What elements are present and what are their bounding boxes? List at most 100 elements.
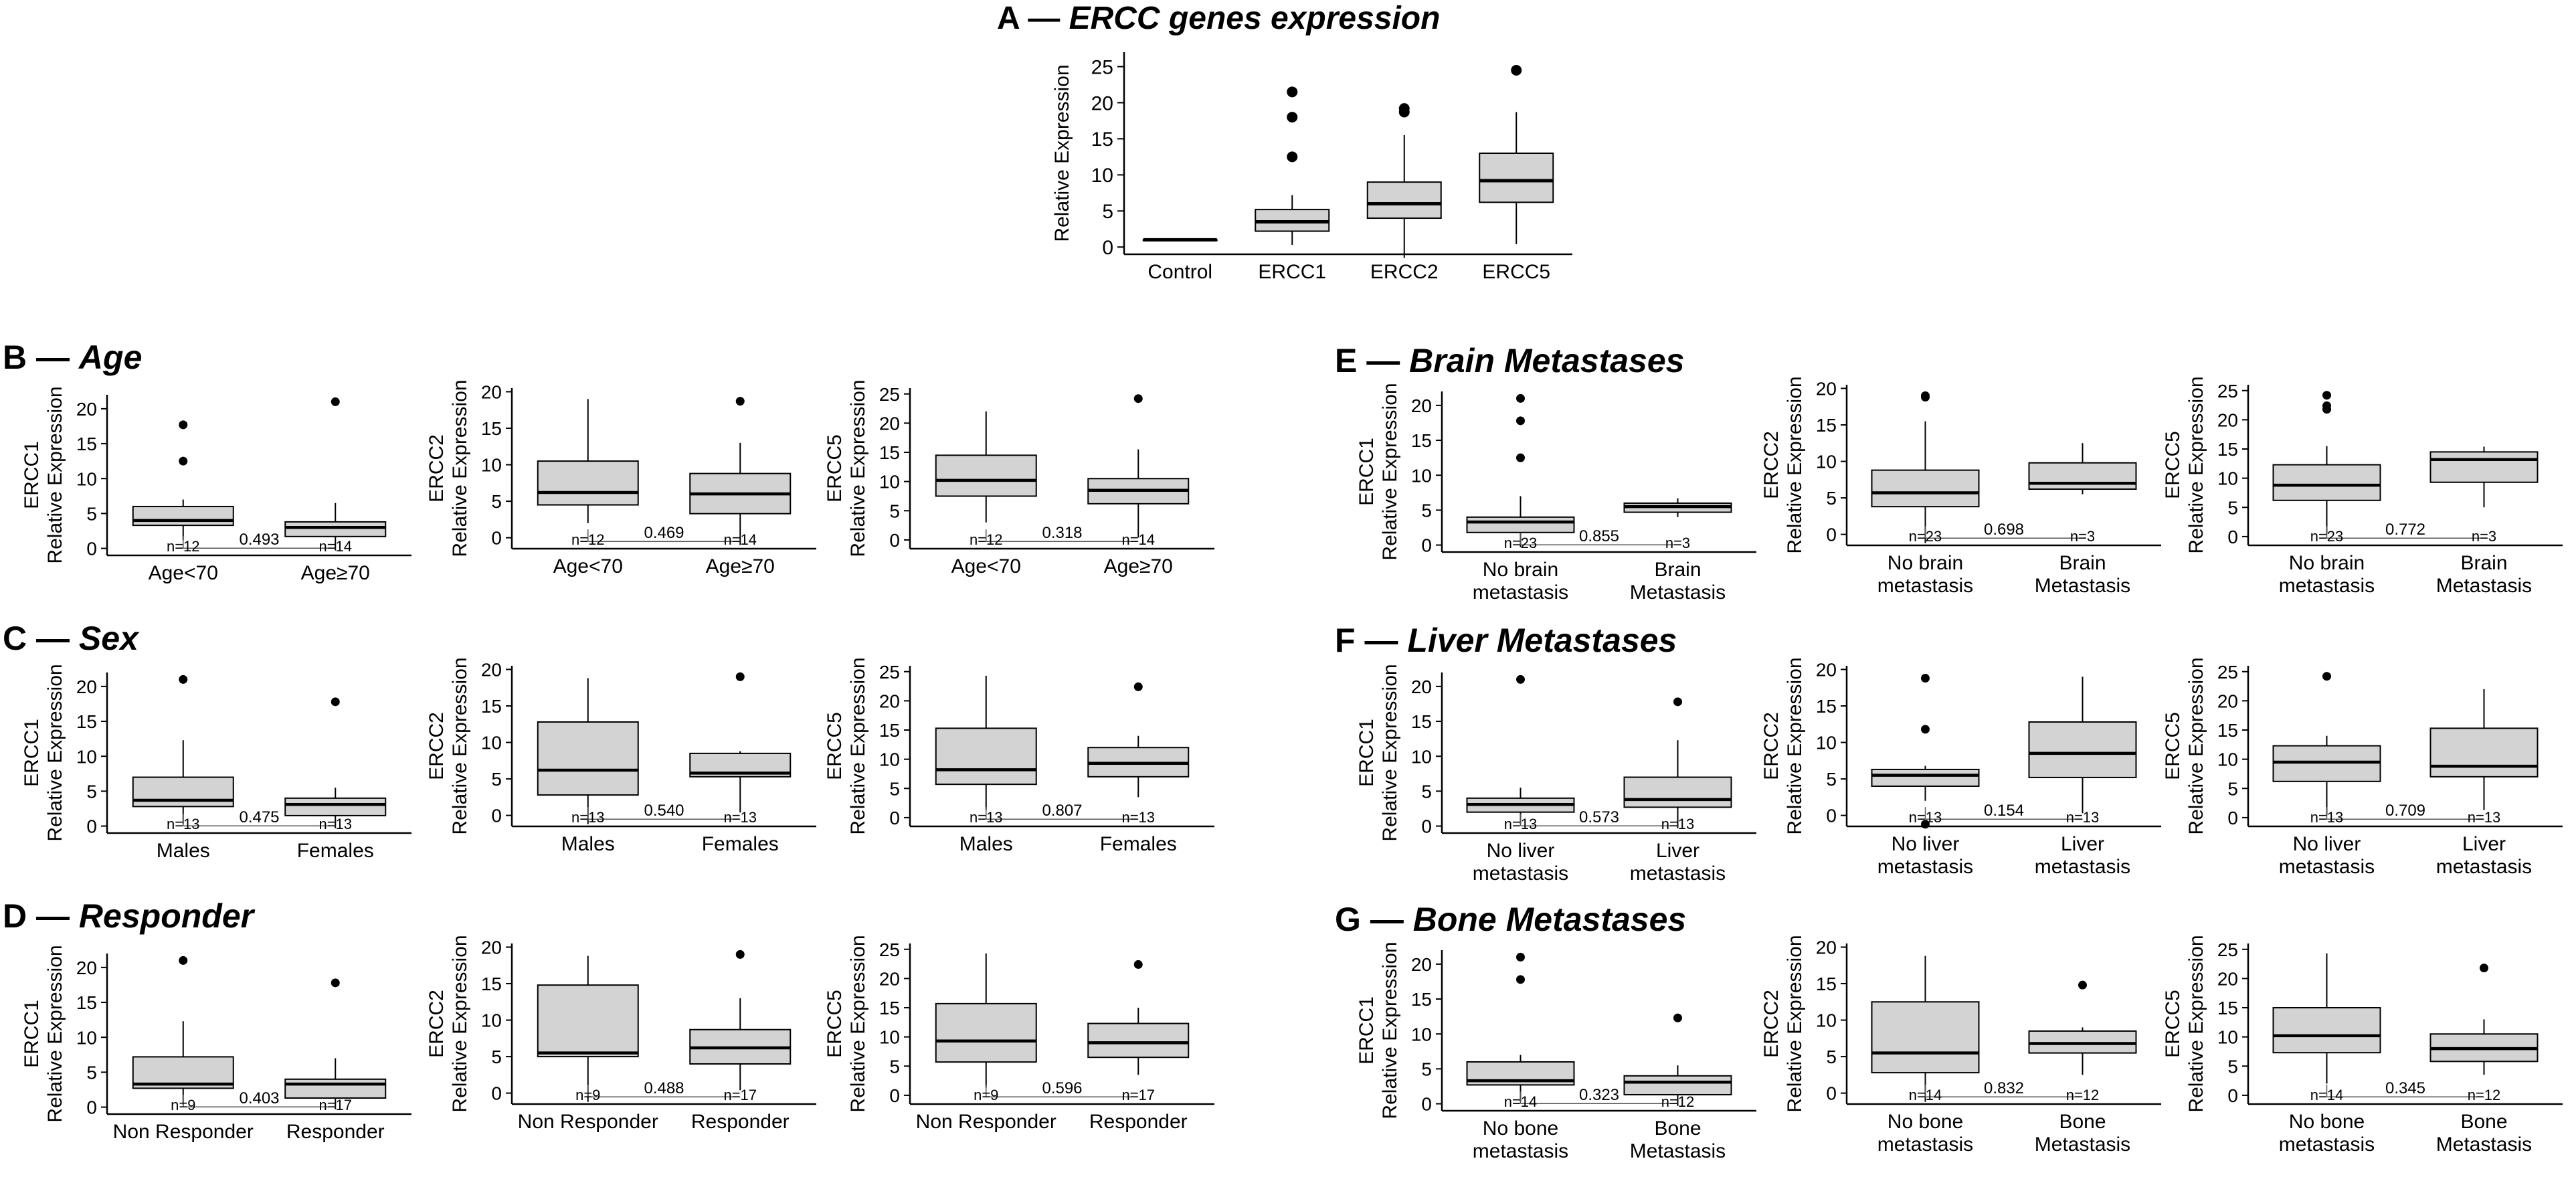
x-tick-label: Age≥70 [1104,555,1173,577]
y-tick-label: 15 [76,434,97,454]
sample-size-label: n=12 [167,538,200,555]
x-tick-label: Age<70 [553,555,623,577]
outlier-point [1287,86,1298,98]
p-value-label: 0.709 [2385,802,2425,820]
x-tick-label: Females [297,840,374,862]
box-iqr [284,1078,387,1099]
section-dash: — [36,897,70,935]
p-value-label: 0.772 [2385,521,2425,539]
x-tick-label: Brain [2460,552,2507,574]
y-tick-label: 10 [76,468,97,489]
sample-size-label: n=13 [970,809,1003,826]
y-tick-label: 5 [86,1062,97,1083]
y-tick-label: 0 [491,806,502,826]
x-tick-label: Metastasis [2436,1134,2532,1156]
y-tick-label: 20 [1091,92,1113,114]
x-tick-label: Non Responder [916,1111,1056,1133]
p-value-label: 0.596 [1042,1079,1082,1097]
y-tick-label: 20 [1411,676,1432,697]
x-tick-label: Metastasis [2035,575,2130,597]
y-tick-label: 20 [481,382,502,403]
y-tick-label: 5 [1421,1059,1432,1079]
x-tick-label: metastasis [2279,575,2375,597]
y-axis-label: ERCC5 [2162,431,2184,499]
x-tick-label: Males [959,833,1013,855]
y-axis-label: ERCC2 [1760,990,1782,1058]
sample-size-label: n=14 [1504,1093,1538,1110]
x-tick-label: Females [1100,833,1177,855]
chart-e-ercc1: 0 5 10 15 20 ERCC1 Relative Expression 0.855 n=2… [1356,383,1756,604]
y-tick-label: 0 [889,808,900,828]
y-tick-label: 25 [2217,939,2238,960]
chart-f-ercc2: 0 5 10 15 20 ERCC2 Relative Expression 0.154 n=1… [1760,657,2161,878]
y-axis-label: ERCC2 [1760,431,1782,499]
y-tick-label: 10 [2217,468,2238,489]
box-iqr [2272,464,2381,501]
outlier-point [1516,453,1525,462]
y-axis-label: Relative Expression [2185,935,2207,1112]
sample-size-label: n=3 [2472,528,2496,545]
x-tick-label: Responder [691,1111,790,1133]
p-value-label: 0.540 [644,802,684,820]
y-axis-label: Relative Expression [44,664,66,841]
section-dash: — [1370,901,1404,938]
y-tick-label: 0 [2227,1085,2238,1106]
y-axis-label: ERCC5 [2162,990,2184,1058]
y-tick-label: 5 [491,769,502,790]
x-tick-label: No liver [2293,833,2361,855]
x-tick-label: metastasis [1473,581,1568,604]
p-value-label: 0.345 [2385,1079,2425,1097]
sample-size-label: n=3 [2070,528,2095,545]
chart-e-ercc2: 0 5 10 15 20 ERCC2 Relative Expression 0.698 n=2… [1760,376,2161,597]
y-tick-label: 5 [491,1047,502,1067]
y-tick-label: 5 [889,501,900,521]
section-letter: D [3,897,27,935]
y-tick-label: 15 [76,992,97,1013]
y-tick-label: 25 [1091,56,1113,78]
x-tick-label: ERCC5 [1482,261,1550,283]
outlier-point [2078,980,2087,990]
y-tick-label: 15 [1411,711,1432,732]
x-tick-label: No brain [1888,552,1963,574]
x-tick-label: No liver [1487,840,1555,862]
section-title-d: D — Responder [3,897,254,935]
outlier-point [1516,975,1525,984]
box-iqr [1087,1022,1190,1059]
y-tick-label: 20 [2217,410,2238,430]
outlier-point [1921,391,1930,400]
y-tick-label: 15 [1816,974,1837,994]
outlier-point [735,672,745,681]
outlier-point [331,397,340,406]
y-tick-label: 10 [879,749,900,770]
y-tick-label: 20 [1816,379,1837,399]
sample-size-label: n=9 [171,1097,195,1113]
outlier-point [1673,1013,1682,1022]
p-value-label: 0.493 [239,531,279,549]
y-axis-label: Relative Expression [1379,664,1401,841]
y-tick-label: 5 [889,778,900,799]
y-axis-label: Relative Expression [847,935,869,1112]
p-value-label: 0.403 [239,1089,279,1107]
outlier-point [331,697,340,707]
box-iqr [2429,727,2539,778]
y-axis-label: ERCC2 [1760,712,1782,780]
x-tick-label: Control [1147,261,1212,283]
section-letter: F [1335,622,1356,659]
y-tick-label: 15 [2217,998,2238,1018]
y-axis-label: Relative Expression [449,935,471,1112]
y-tick-label: 15 [481,696,502,717]
x-tick-label: Age<70 [951,555,1021,577]
y-axis-label: Relative Expression [847,657,869,834]
x-tick-label: Non Responder [518,1111,658,1133]
section-letter: A [997,1,1019,36]
x-tick-label: Liver [1656,840,1699,862]
y-tick-label: 0 [1421,1094,1432,1115]
p-value-label: 0.832 [1984,1079,2024,1097]
y-tick-label: 5 [86,781,97,802]
sample-size-label: n=9 [974,1087,998,1103]
box-iqr [1479,153,1554,203]
x-tick-label: Metastasis [1630,1140,1726,1162]
y-tick-label: 25 [2217,381,2238,401]
y-tick-label: 5 [2227,778,2238,799]
y-tick-label: 10 [1816,733,1837,753]
